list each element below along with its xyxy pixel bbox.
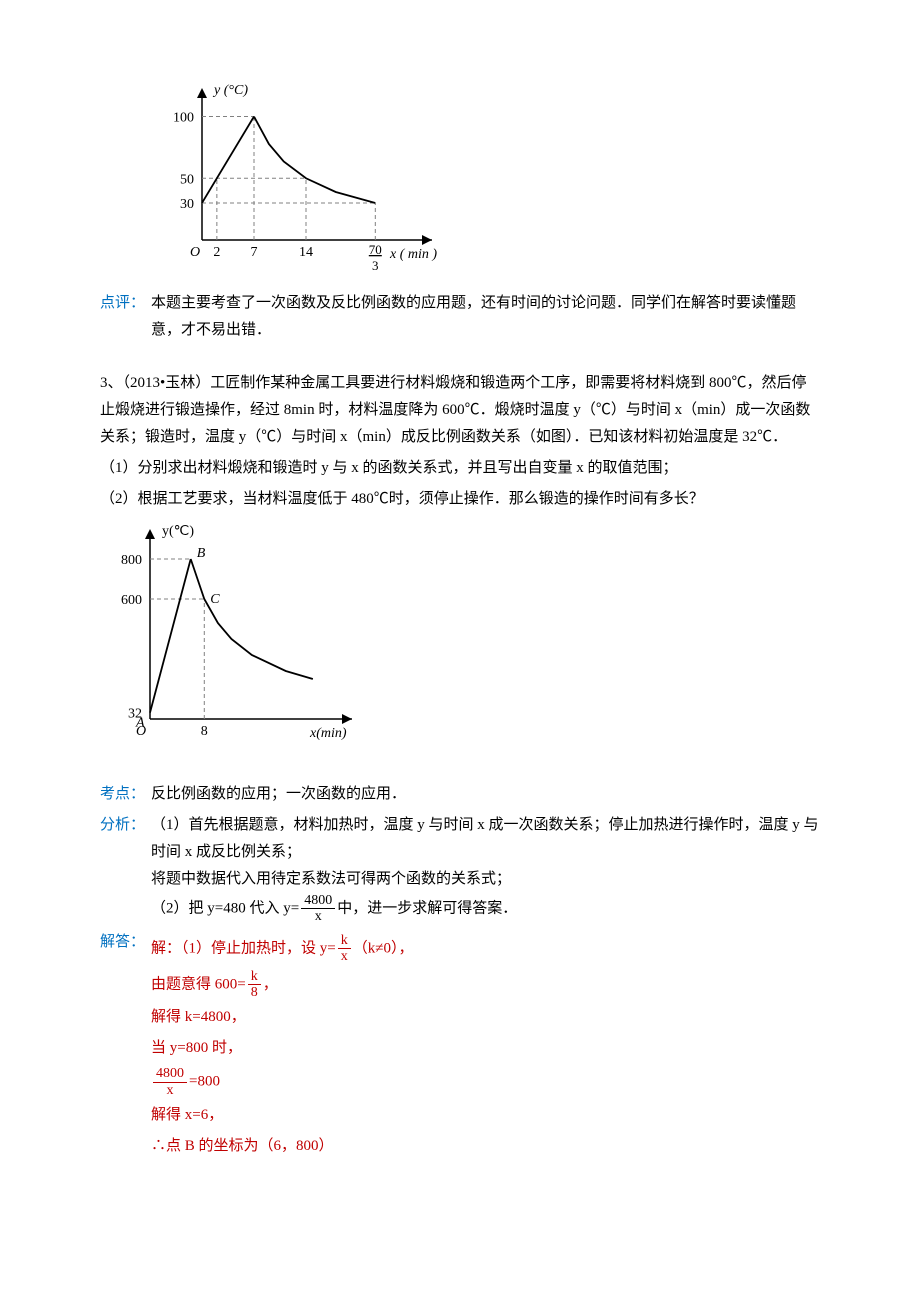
svg-text:C: C bbox=[210, 592, 220, 607]
jieda-l5-frac: 4800x bbox=[153, 1066, 187, 1098]
fenxi-line3a: （2）把 y=480 代入 y= bbox=[151, 900, 299, 916]
svg-text:x(min): x(min) bbox=[309, 726, 347, 741]
chart-2-svg: 326008008ABCOy(℃)x(min) bbox=[100, 519, 360, 749]
review-text: 本题主要考查了一次函数及反比例函数的应用题，还有时间的讨论问题．同学们在解答时要… bbox=[151, 290, 820, 344]
svg-text:B: B bbox=[197, 546, 206, 561]
jieda-block: 解答： 解：（1）停止加热时，设 y=kx（k≠0）， 由题意得 600=k8，… bbox=[100, 929, 820, 1164]
svg-text:8: 8 bbox=[201, 724, 208, 739]
jieda-l1b: （k≠0）， bbox=[353, 940, 414, 956]
svg-text:7: 7 bbox=[251, 245, 258, 260]
jieda-l7: ∴点 B 的坐标为（6，800） bbox=[151, 1133, 820, 1160]
svg-text:2: 2 bbox=[213, 245, 220, 260]
fenxi-line3b: 中，进一步求解可得答案． bbox=[337, 900, 517, 916]
svg-text:600: 600 bbox=[121, 593, 142, 608]
kaodian-label: 考点： bbox=[100, 781, 145, 808]
svg-text:O: O bbox=[136, 724, 146, 739]
problem3-q2: （2）根据工艺要求，当材料温度低于 480℃时，须停止操作．那么锻造的操作时间有… bbox=[100, 486, 820, 513]
fenxi-frac: 4800x bbox=[301, 893, 335, 925]
jieda-label: 解答： bbox=[100, 929, 145, 956]
fenxi-label: 分析： bbox=[100, 812, 145, 839]
svg-text:800: 800 bbox=[121, 553, 142, 568]
svg-text:y (°C): y (°C) bbox=[212, 83, 248, 98]
chart-1: 30 50 100 2 7 14 703 Oy (°C) x ( min ) bbox=[160, 80, 820, 280]
jieda-l5b: =800 bbox=[189, 1074, 220, 1090]
problem3-q1: （1）分别求出材料煅烧和锻造时 y 与 x 的函数关系式，并且写出自变量 x 的… bbox=[100, 455, 820, 482]
review-label: 点评： bbox=[100, 290, 145, 317]
jieda-l2-frac: k8 bbox=[248, 969, 261, 1001]
fenxi-line1: （1）首先根据题意，材料加热时，温度 y 与时间 x 成一次函数关系；停止加热进… bbox=[151, 817, 819, 860]
fenxi-block: 分析： （1）首先根据题意，材料加热时，温度 y 与时间 x 成一次函数关系；停… bbox=[100, 812, 820, 925]
jieda-body: 解：（1）停止加热时，设 y=kx（k≠0）， 由题意得 600=k8， 解得 … bbox=[151, 929, 820, 1164]
svg-text:30: 30 bbox=[180, 197, 194, 212]
svg-text:y(℃): y(℃) bbox=[162, 524, 194, 539]
jieda-l4: 当 y=800 时， bbox=[151, 1035, 820, 1062]
kaodian-block: 考点： 反比例函数的应用；一次函数的应用． bbox=[100, 781, 820, 808]
svg-text:100: 100 bbox=[173, 111, 194, 126]
fenxi-line2: 将题中数据代入用待定系数法可得两个函数的关系式； bbox=[151, 871, 511, 887]
jieda-l2a: 由题意得 600= bbox=[151, 976, 246, 992]
jieda-l6: 解得 x=6， bbox=[151, 1102, 820, 1129]
chart-1-svg: 30 50 100 2 7 14 703 Oy (°C) x ( min ) bbox=[160, 80, 440, 280]
chart-2: 326008008ABCOy(℃)x(min) bbox=[100, 519, 820, 749]
review-block: 点评： 本题主要考查了一次函数及反比例函数的应用题，还有时间的讨论问题．同学们在… bbox=[100, 290, 820, 344]
jieda-l1-frac: kx bbox=[338, 933, 351, 965]
svg-text:O: O bbox=[190, 245, 200, 260]
kaodian-text: 反比例函数的应用；一次函数的应用． bbox=[151, 781, 820, 808]
svg-text:14: 14 bbox=[299, 245, 313, 260]
problem3-heading: 3、（2013•玉林）工匠制作某种金属工具要进行材料煅烧和锻造两个工序，即需要将… bbox=[100, 370, 820, 451]
svg-text:50: 50 bbox=[180, 172, 194, 187]
jieda-l1a: 解：（1）停止加热时，设 y= bbox=[151, 940, 336, 956]
fenxi-body: （1）首先根据题意，材料加热时，温度 y 与时间 x 成一次函数关系；停止加热进… bbox=[151, 812, 820, 925]
svg-text:3: 3 bbox=[372, 258, 379, 273]
jieda-l3: 解得 k=4800， bbox=[151, 1004, 820, 1031]
svg-text:x ( min ): x ( min ) bbox=[389, 247, 437, 262]
jieda-l2b: ， bbox=[263, 976, 278, 992]
svg-text:70: 70 bbox=[369, 242, 382, 257]
